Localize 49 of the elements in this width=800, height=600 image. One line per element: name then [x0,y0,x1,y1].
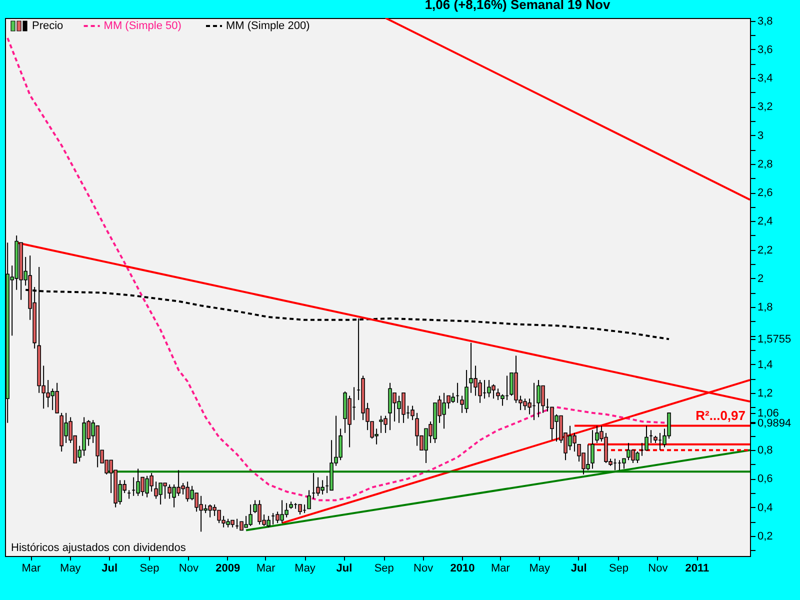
y-tick-label: 0,8 [758,444,773,457]
y-tick-label: 0,9894 [758,418,792,430]
y-tick-label: 3 [758,130,764,142]
candlestick [590,430,594,470]
y-tick-label: 2,8 [758,158,773,170]
y-tick-label: 2 [758,272,764,285]
x-tick-label: Jul [102,562,118,574]
y-tick-label: 0,4 [758,502,773,514]
y-tick-label: 0,6 [758,473,773,486]
annotation: R²...0,97 [696,408,746,423]
y-tick-label: 1,4 [758,358,773,371]
x-tick-label: May [60,562,82,574]
legend-label: MM (Simple 50) [104,20,182,32]
y-tick-label: 3,6 [758,44,773,56]
y-tick-label: 1,06 [758,407,779,420]
legend-label: Precio [32,20,64,32]
x-tick-label: Sep [140,562,160,574]
x-tick-label: 2009 [216,562,240,574]
x-tick-label: 2010 [450,562,475,574]
annotation: Históricos ajustados con dividendos [11,542,186,554]
legend-label: MM (Simple 200) [226,20,310,32]
x-tick-label: Mar [490,562,510,574]
x-tick-label: Nov [648,562,668,574]
candlestick [298,504,302,516]
x-tick-label: Nov [178,562,199,574]
candlestick [622,458,626,470]
candlestick [644,425,648,451]
x-tick-label: Jul [336,562,352,574]
x-tick-label: Mar [256,562,276,574]
y-tick-label: 1,2 [758,387,773,400]
x-tick-label: Jul [570,562,587,574]
x-tick-label: May [529,562,551,574]
y-tick-label: 1,5755 [758,334,792,346]
y-tick-label: 3,2 [758,101,773,114]
x-tick-label: Nov [414,562,434,574]
x-tick-label: Mar [22,562,42,574]
x-tick-label: Sep [608,562,629,574]
y-tick-label: 1,8 [758,302,773,314]
x-tick-label: Sep [374,562,394,574]
y-tick-label: 0,2 [758,530,773,542]
y-tick-label: 2,6 [758,187,773,200]
candlestick [307,490,311,510]
x-tick-label: 2011 [685,562,710,574]
y-tick-label: 2,2 [758,244,773,256]
y-tick-label: 3,4 [758,72,773,85]
y-tick-label: 3,8 [758,15,773,28]
x-tick-label: May [294,562,316,574]
y-tick-label: 2,4 [758,216,773,228]
candlestick [410,405,414,421]
